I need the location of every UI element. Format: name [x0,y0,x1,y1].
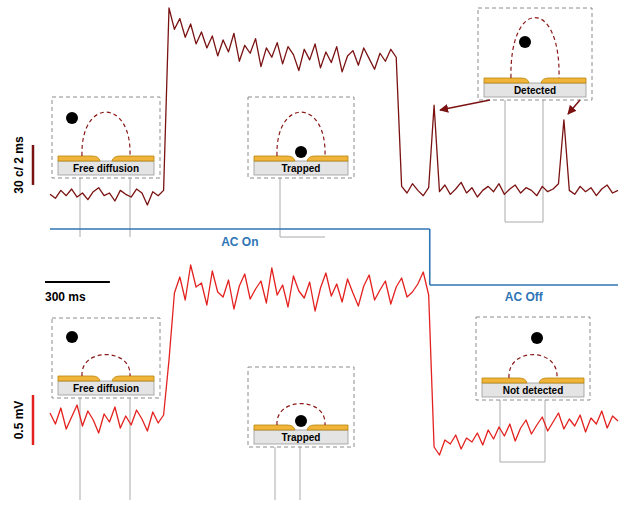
connector [545,400,546,462]
inset: Detected [478,8,592,100]
connector [130,178,131,237]
ac-state-line [50,228,430,230]
inset-label: Trapped [282,432,321,443]
particle [531,332,543,344]
pointer-arrow [568,100,580,114]
field-arc [82,112,130,156]
pointer-arrow [440,100,490,110]
scale-bar-label: 0.5 mV [12,401,26,440]
electrode [482,378,527,383]
inset-frame [248,367,354,447]
inset: Trapped [248,97,354,178]
inset-frame [476,317,590,400]
electrode [112,156,154,161]
figure: 30 c/ 2 ms 300 ms AC On AC Off Free diffusio… [0,0,621,508]
substrate [484,83,586,97]
connector [275,447,276,500]
inset: Free diffusion [52,97,160,178]
ac-state-step [429,229,431,285]
inset: Free diffusion [52,318,160,398]
scale-bar-label: 30 c/ 2 ms [12,136,26,194]
inset: Not detected [476,317,590,400]
substrate [254,161,348,175]
substrate [58,161,154,175]
ac-state-label: AC On [221,235,258,249]
electrode [254,156,295,161]
inset: Trapped [248,367,354,447]
particle [519,36,531,48]
field-arc [82,355,130,376]
electrode [58,156,100,161]
inset-label: Detected [514,85,556,96]
field-arc [511,18,559,78]
inset-frame [248,97,354,178]
particle [295,415,307,427]
particle [66,112,78,124]
inset-label: Trapped [282,163,321,174]
electrode [541,78,586,83]
trace [50,8,618,205]
particle [66,331,78,343]
connector [280,178,281,237]
connector [543,100,544,222]
time-bar [45,281,110,283]
scale-bar [32,395,35,445]
electrode [484,78,529,83]
substrate [58,381,154,395]
connector [505,100,506,222]
inset-frame [478,8,592,100]
plot-area [50,8,618,205]
inset-label: Not detected [503,385,564,396]
time-bar-label: 300 ms [45,290,86,304]
inset-frame [52,97,160,178]
substrate [482,383,584,397]
scale-bar [32,145,35,185]
electrode [58,376,100,381]
electrode [112,376,154,381]
trace [50,265,618,455]
electrode [254,425,295,430]
ac-state-line [430,284,618,286]
electrode [539,378,584,383]
connector [505,222,543,223]
substrate [254,430,348,444]
inset-label: Free diffusion [73,383,139,394]
inset-label: Free diffusion [73,163,139,174]
electrode [307,156,348,161]
connector [300,447,301,500]
connector [500,400,501,462]
particle [295,146,307,158]
field-arc [509,355,557,378]
connector [280,237,325,238]
inset-frame [52,318,160,398]
connector [130,398,131,500]
electrode [307,425,348,430]
connector [500,462,545,463]
ac-state-label: AC Off [505,290,544,304]
plot-area [50,265,618,455]
connector [80,178,81,237]
